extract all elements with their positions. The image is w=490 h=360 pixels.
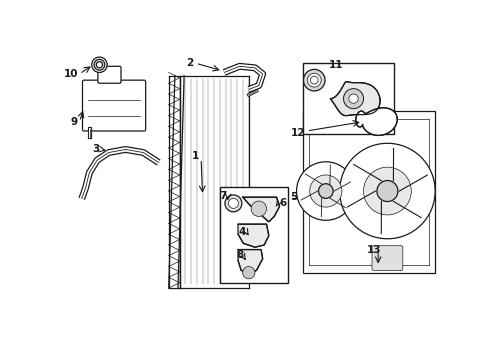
Circle shape xyxy=(377,180,398,202)
Circle shape xyxy=(364,167,411,215)
Polygon shape xyxy=(330,82,380,116)
Text: 2: 2 xyxy=(186,58,193,68)
Bar xyxy=(303,111,435,273)
Polygon shape xyxy=(356,108,397,135)
Text: 10: 10 xyxy=(63,69,78,79)
Bar xyxy=(220,187,288,283)
Circle shape xyxy=(92,57,107,72)
Text: 3: 3 xyxy=(92,144,99,154)
Circle shape xyxy=(349,94,358,103)
Circle shape xyxy=(340,143,435,239)
Circle shape xyxy=(228,198,239,208)
Circle shape xyxy=(343,89,364,109)
Text: 13: 13 xyxy=(367,244,382,255)
Text: 4: 4 xyxy=(238,227,245,237)
Text: 9: 9 xyxy=(71,117,78,127)
Text: 1: 1 xyxy=(192,150,199,161)
Text: 6: 6 xyxy=(280,198,287,208)
Text: 12: 12 xyxy=(291,127,305,138)
FancyBboxPatch shape xyxy=(372,246,403,270)
Circle shape xyxy=(296,162,355,220)
Circle shape xyxy=(243,266,255,279)
Circle shape xyxy=(303,69,325,91)
Circle shape xyxy=(251,201,267,216)
Polygon shape xyxy=(243,197,280,222)
Circle shape xyxy=(97,62,102,68)
Polygon shape xyxy=(238,249,263,274)
Text: 5: 5 xyxy=(290,192,297,202)
Circle shape xyxy=(225,195,242,212)
Bar xyxy=(303,63,393,134)
Text: 8: 8 xyxy=(236,250,244,260)
Circle shape xyxy=(311,76,318,84)
FancyBboxPatch shape xyxy=(98,66,121,83)
Text: 7: 7 xyxy=(219,191,226,201)
FancyBboxPatch shape xyxy=(82,80,146,131)
Text: 11: 11 xyxy=(329,60,343,70)
Circle shape xyxy=(307,73,321,87)
Circle shape xyxy=(318,184,333,198)
Polygon shape xyxy=(238,224,269,247)
Circle shape xyxy=(94,59,105,70)
Circle shape xyxy=(310,175,342,207)
